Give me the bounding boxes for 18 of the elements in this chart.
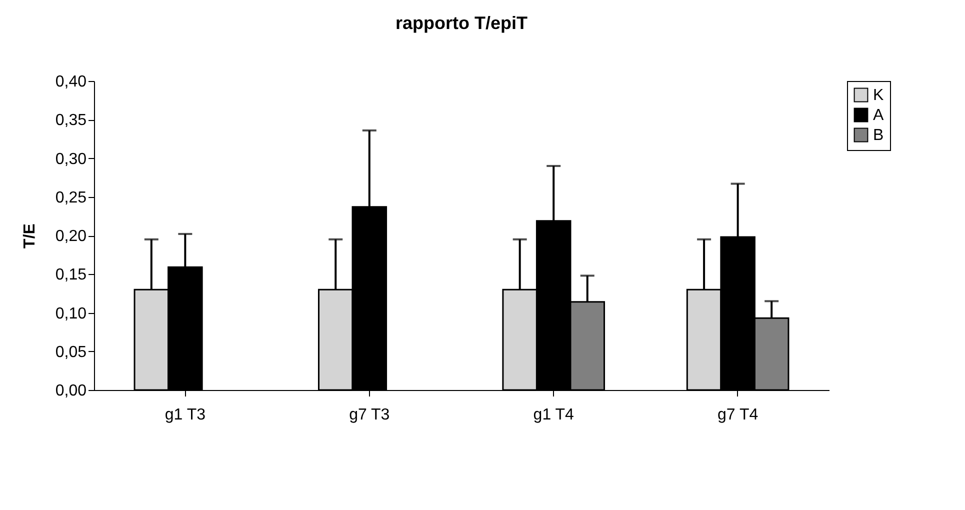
x-tick-label: g1 T4 — [533, 406, 574, 424]
legend-label: A — [873, 107, 884, 124]
y-tick-label: 0,30 — [55, 150, 87, 168]
y-tick-label: 0,10 — [55, 305, 87, 322]
y-tick-label: 0,15 — [55, 266, 87, 284]
y-axis-title: T/E — [21, 223, 38, 248]
legend-label: K — [873, 87, 884, 104]
y-tick-label: 0,00 — [55, 382, 87, 400]
x-tick-label: g7 T3 — [349, 406, 390, 424]
y-tick-label: 0,35 — [55, 112, 87, 130]
y-tick-label: 0,20 — [55, 228, 87, 245]
y-tick-label: 0,05 — [55, 344, 87, 361]
y-tick-label: 0,40 — [55, 74, 87, 90]
x-tick-label: g7 T4 — [718, 406, 758, 424]
chart-title: rapporto T/epiT — [396, 13, 528, 33]
y-tick-label: 0,25 — [55, 189, 87, 206]
x-tick-label: g1 T3 — [164, 406, 206, 424]
legend-label: B — [873, 127, 884, 144]
